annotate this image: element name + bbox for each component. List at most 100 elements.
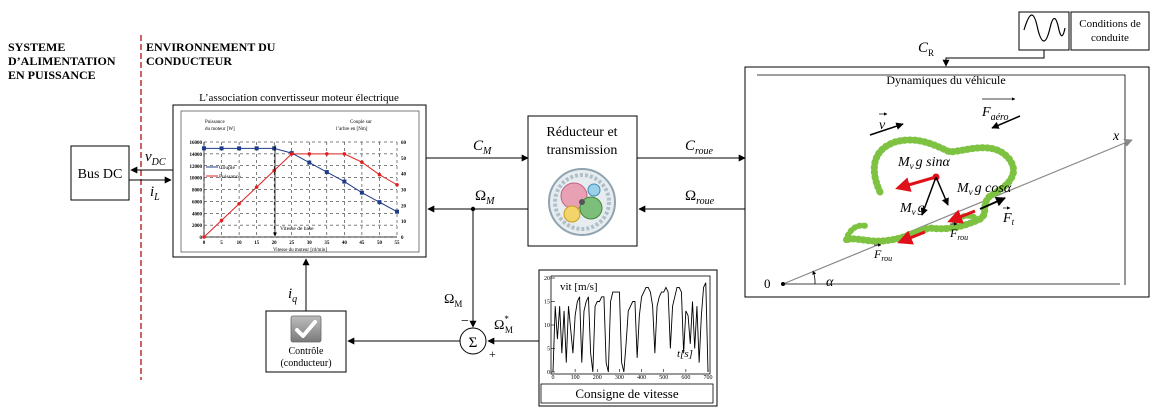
origin-point — [781, 282, 785, 286]
motor-series-puissance-line — [203, 153, 398, 238]
reducer-label-1: Réducteur et — [546, 125, 617, 140]
i-q-label: iq — [288, 286, 297, 305]
motor-x-tick-11: 55 — [395, 241, 401, 246]
omega-m-ref-label: Ω* M — [494, 314, 513, 335]
f-rou-label-front: Frou — [873, 247, 892, 263]
speed-ref-title: Consigne de vitesse — [575, 386, 678, 401]
motor-puissance-point-4 — [272, 168, 276, 173]
f-aero-vector — [991, 115, 1021, 129]
motor-puissance-point-2 — [237, 201, 241, 206]
speed-xlabel: t[s] — [677, 348, 693, 360]
motor-x-tick-3: 15 — [254, 241, 260, 246]
vehicle-inner-frame — [757, 74, 1126, 285]
motor-y-left-tick-6: 12000 — [190, 165, 203, 170]
motor-x-tick-1: 5 — [220, 241, 223, 246]
motor-puissance-point-1 — [219, 218, 224, 223]
motor-puissance-point-11 — [395, 182, 399, 187]
f-rou-label-rear: Frou — [949, 226, 968, 242]
speed-x-tick-5: 500 — [659, 375, 668, 381]
mg-vector — [920, 176, 937, 216]
motor-y-left-tick-1: 2000 — [192, 224, 203, 229]
motor-x-tick-5: 25 — [289, 241, 295, 246]
speed-y-tick-0: 0 — [547, 370, 550, 376]
motor-couple-point-11 — [395, 209, 399, 214]
speed-ref-title-box — [540, 383, 714, 404]
motor-chart-grid — [203, 141, 398, 238]
motor-x-tick-9: 45 — [359, 241, 365, 246]
vehicle-wheel-front — [843, 222, 869, 243]
motor-y-left-tick-4: 8000 — [192, 189, 203, 194]
reducer-label-2: transmission — [547, 143, 618, 158]
motor-x-tick-7: 35 — [324, 241, 330, 246]
wave-icon — [1023, 14, 1066, 42]
motor-couple-point-3 — [254, 146, 259, 151]
motor-x-tick-8: 40 — [342, 241, 348, 246]
motor-ylabel-left-1: Puissance — [205, 120, 226, 125]
conditions-label-2: conduite — [1091, 32, 1129, 44]
motor-couple-point-1 — [219, 146, 224, 151]
plus-sign: + — [489, 347, 496, 361]
c-roue-label: Croue — [685, 138, 714, 157]
mg-cos-vector — [935, 176, 949, 206]
vehicle-dynamics-block — [744, 66, 1150, 298]
gearbox-icon — [548, 168, 616, 236]
c-r-label: CR — [918, 40, 934, 58]
base-speed-label: Vitesse de base — [280, 226, 314, 232]
speed-x-tick-3: 300 — [615, 375, 624, 381]
motor-couple-point-7 — [324, 170, 329, 175]
motor-couple-point-4 — [272, 146, 277, 151]
speed-y-tick-1: 5 — [547, 347, 550, 353]
motor-chart-ticks: 0 5 10 15 20 25 30 35 40 45 50 55020004000600080001… — [190, 141, 407, 246]
motor-ylabel-left-2: du moteur [W] — [205, 127, 235, 132]
speed-x-tick-4: 400 — [637, 375, 646, 381]
alpha-label: α — [826, 275, 834, 290]
motor-chart-series — [202, 146, 399, 239]
right-title-line-2: CONDUCTEUR — [146, 54, 232, 68]
motor-ylabel-right-1: Couple sur — [350, 120, 372, 125]
motor-ylabel-right-2: l’arbre en [Nm] — [336, 127, 368, 132]
control-label-1: Contrôle — [289, 346, 325, 357]
motor-series-couple-line — [204, 147, 398, 213]
motor-puissance-point-7 — [325, 152, 329, 156]
motor-y-right-tick-4: 40 — [401, 173, 407, 178]
conditions-signal-box — [1018, 11, 1070, 51]
f-t-vector — [979, 197, 1006, 210]
motor-puissance-point-9 — [360, 160, 364, 164]
mg-sin-label: Mv g sinα — [897, 155, 951, 171]
motor-x-tick-4: 20 — [272, 241, 278, 246]
motor-box-title: L’association convertisseur moteur élect… — [199, 92, 399, 104]
motor-y-left-tick-5: 10000 — [190, 177, 203, 182]
motor-puissance-point-0 — [202, 235, 206, 239]
speed-y-tick-3: 15 — [544, 300, 550, 306]
motor-y-right-tick-2: 20 — [401, 204, 407, 209]
motor-puissance-point-3 — [254, 185, 259, 189]
motor-puissance-point-5 — [289, 152, 294, 156]
speed-y-tick-4: 20 — [544, 276, 550, 282]
f-rou-vector-front — [897, 230, 926, 245]
speed-x-tick-7: 700 — [704, 375, 713, 381]
driver-control-icon — [290, 315, 322, 343]
mg-sin-vector — [895, 175, 937, 192]
speed-x-tick-6: 600 — [681, 375, 690, 381]
velocity-vector — [869, 122, 904, 136]
omega-m-feedback-label: ΩM — [444, 292, 462, 309]
speed-ylabel: vit [m/s] — [560, 281, 598, 293]
c-m-label: CM — [473, 138, 492, 157]
c-r-arrow — [942, 50, 1045, 67]
motor-x-tick-0: 0 — [203, 241, 206, 246]
motor-y-right-tick-6: 60 — [401, 141, 407, 146]
f-aero-label: Faéro — [981, 105, 1009, 123]
mg-cos-label: Mv g cosα — [956, 181, 1012, 197]
vehicle-dynamics-title: Dynamiques du véhicule — [886, 73, 1005, 87]
section-left-title: SYSTEME D’ALIMENTATION EN PUISSANCE — [8, 40, 116, 82]
motor-couple-point-9 — [359, 190, 364, 195]
vehicle-force-labels: v Faéro Mv g sinα Mv g cosα Mv g Ft Frou Fr… — [873, 97, 1016, 263]
left-title-line-1: SYSTEME — [8, 40, 65, 54]
origin-label: 0 — [764, 276, 771, 291]
conditions-box — [1070, 11, 1150, 51]
omega-m-label: ΩM — [475, 188, 495, 207]
motor-legend: Couple Puissance — [206, 165, 241, 180]
motor-y-left-tick-3: 6000 — [192, 200, 203, 205]
conditions-label-1: Conditions de — [1079, 18, 1141, 30]
